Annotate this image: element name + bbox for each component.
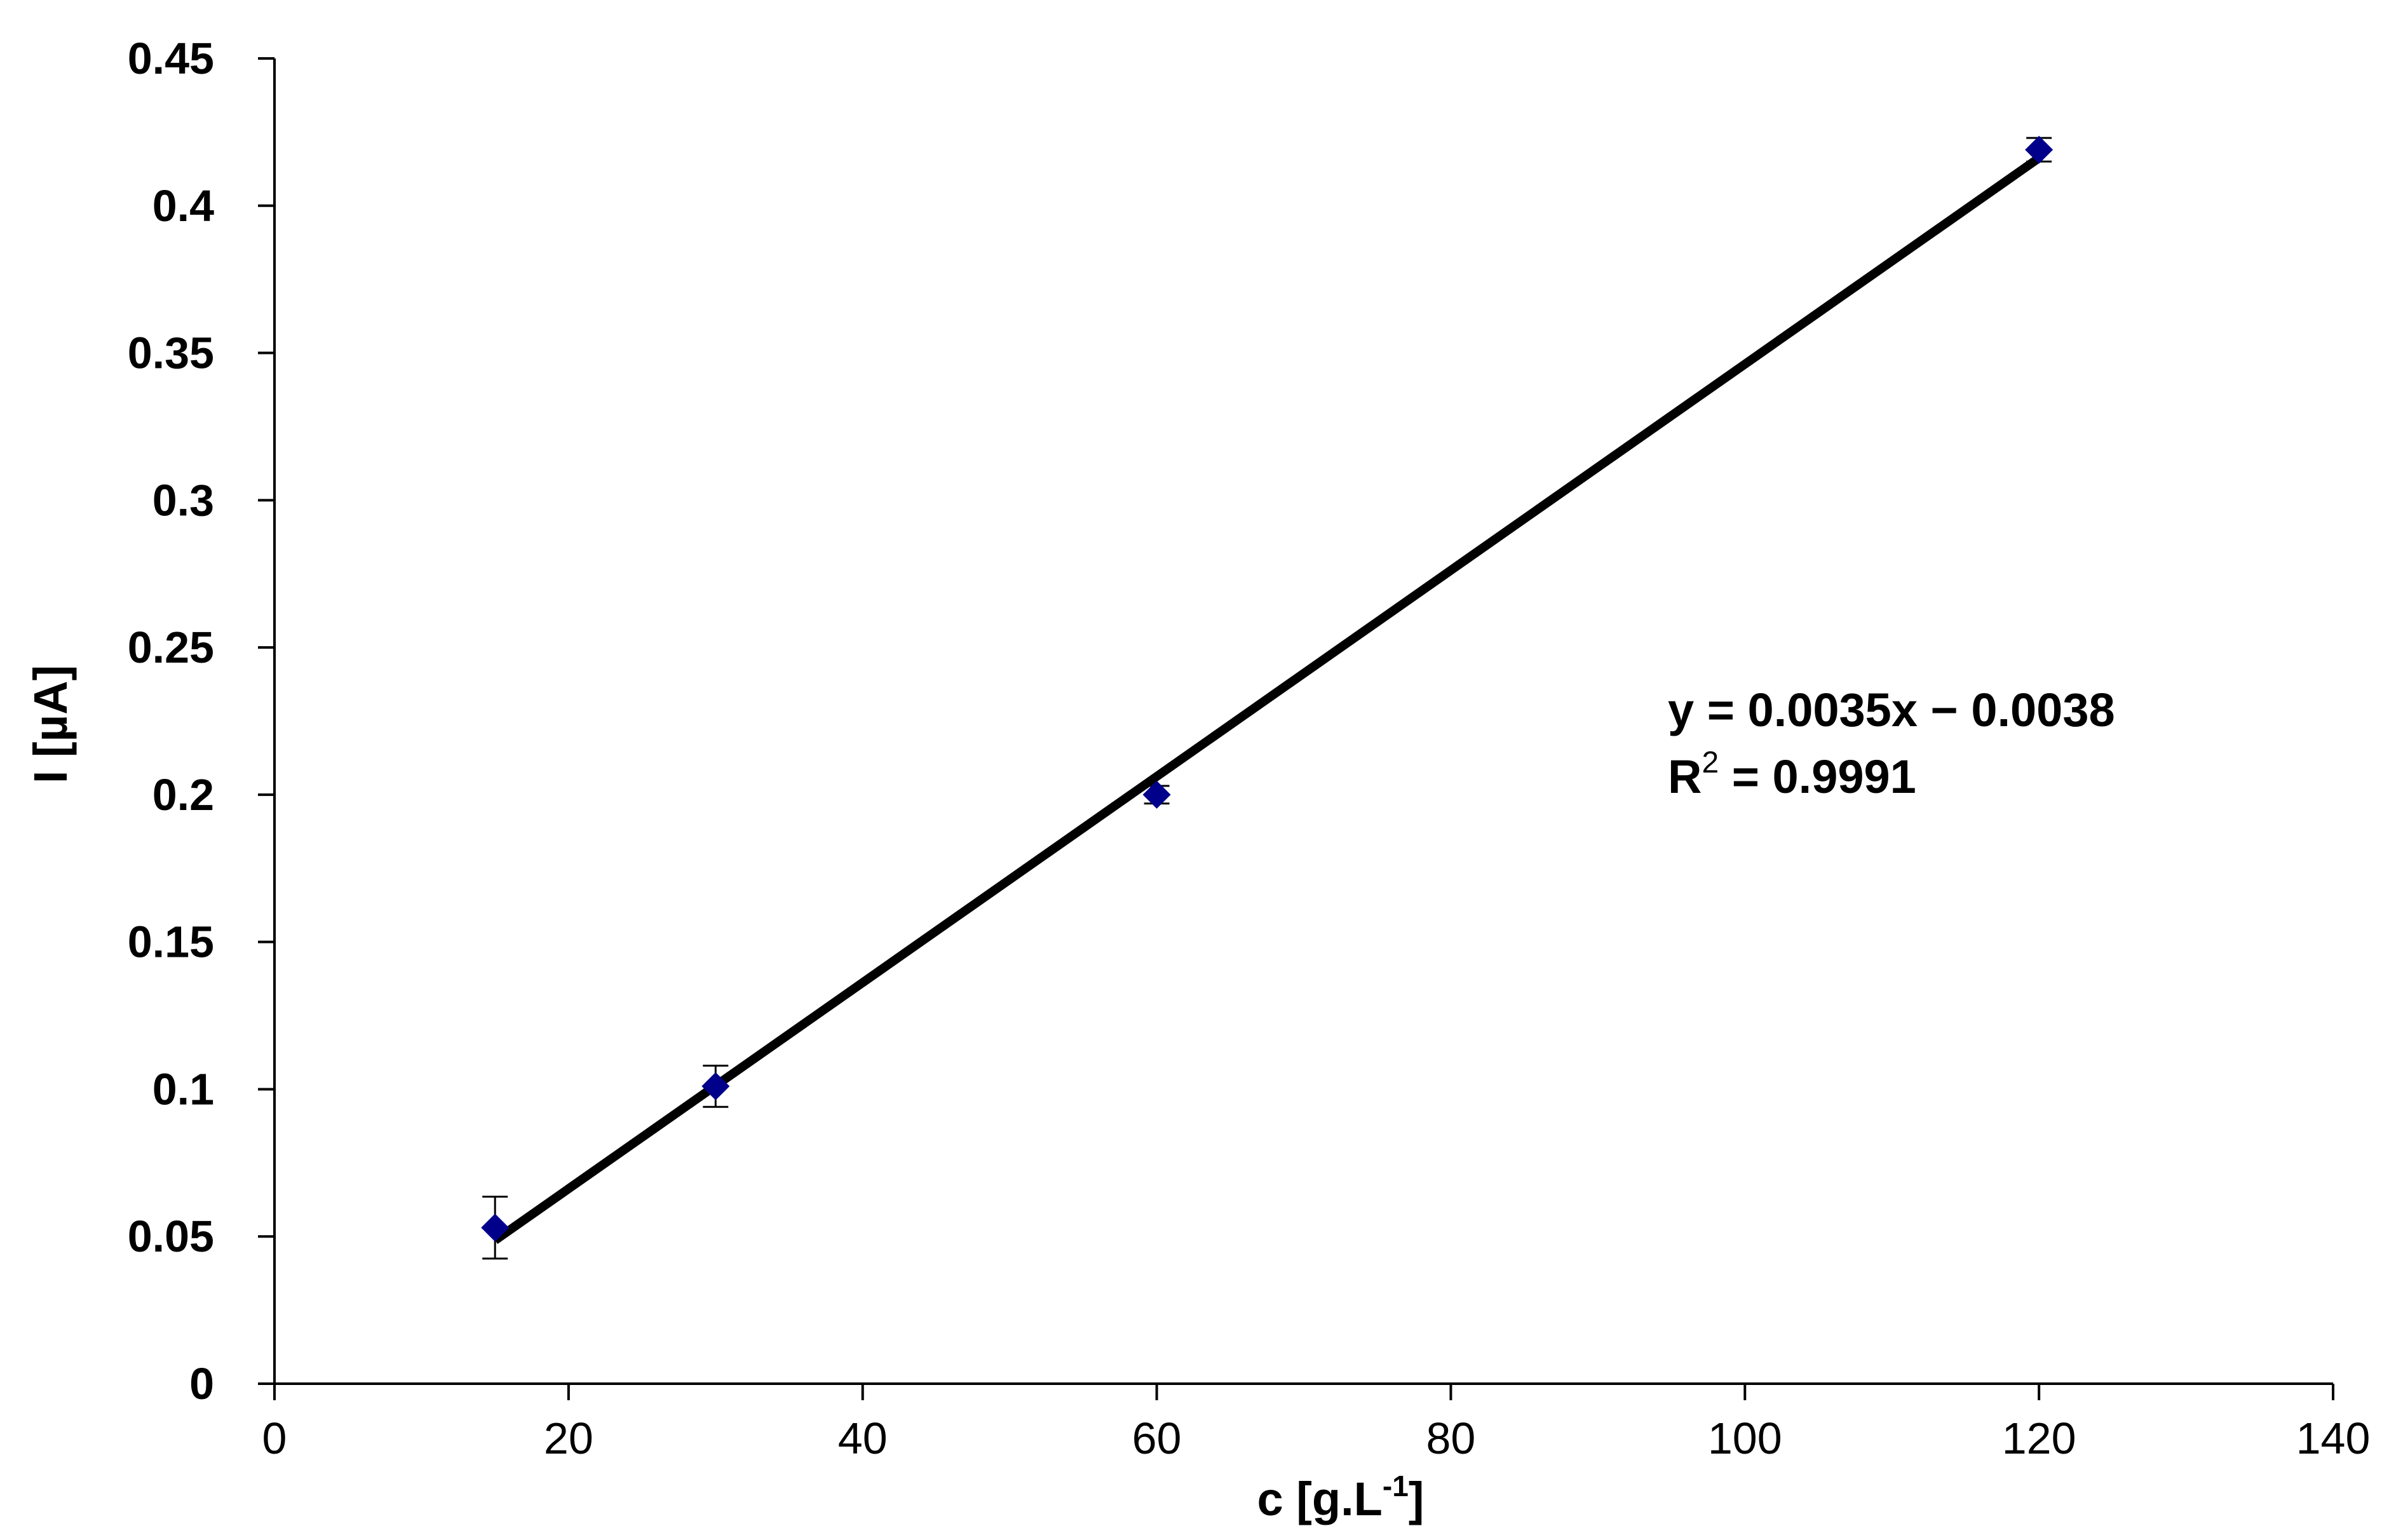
y-tick-label: 0 <box>189 1359 214 1408</box>
trendline-equation: y = 0.0035x − 0.0038 <box>1668 684 2115 736</box>
x-axis-label: c [g.L-1] <box>1257 1469 1425 1525</box>
x-tick-label: 120 <box>2002 1414 2076 1463</box>
x-tick-label: 0 <box>262 1414 287 1463</box>
y-tick-label: 0.1 <box>152 1064 214 1114</box>
y-tick-label: 0.05 <box>128 1212 214 1261</box>
x-tick-label: 20 <box>544 1414 593 1463</box>
y-axis-ticks: 0 0.05 0.1 0.15 0.2 0.25 0.3 0.35 0.4 0.45 <box>128 34 274 1408</box>
x-tick-label: 40 <box>838 1414 888 1463</box>
x-tick-label: 80 <box>1426 1414 1475 1463</box>
data-point <box>701 1072 730 1100</box>
y-tick-label: 0.4 <box>152 181 214 231</box>
trendline-group <box>492 154 2042 1244</box>
x-tick-label: 140 <box>2296 1414 2371 1463</box>
r-squared-label: R2 = 0.9991 <box>1668 746 1916 803</box>
data-point <box>481 1213 510 1242</box>
x-tick-label: 60 <box>1132 1414 1182 1463</box>
y-tick-label: 0.45 <box>128 34 214 83</box>
data-markers <box>481 135 2054 1242</box>
y-axis-label: I [µA] <box>24 665 77 783</box>
y-tick-label: 0.15 <box>128 917 214 967</box>
trendline <box>492 154 2042 1244</box>
x-tick-label: 100 <box>1708 1414 1782 1463</box>
axes <box>273 58 2333 1385</box>
y-tick-label: 0.2 <box>152 770 214 820</box>
y-tick-label: 0.35 <box>128 328 214 378</box>
data-point <box>2025 135 2054 164</box>
data-point <box>1142 780 1171 809</box>
y-tick-label: 0.3 <box>152 475 214 525</box>
y-tick-label: 0.25 <box>128 623 214 672</box>
x-axis-ticks: 0 20 40 60 80 100 120 140 <box>262 1384 2371 1463</box>
